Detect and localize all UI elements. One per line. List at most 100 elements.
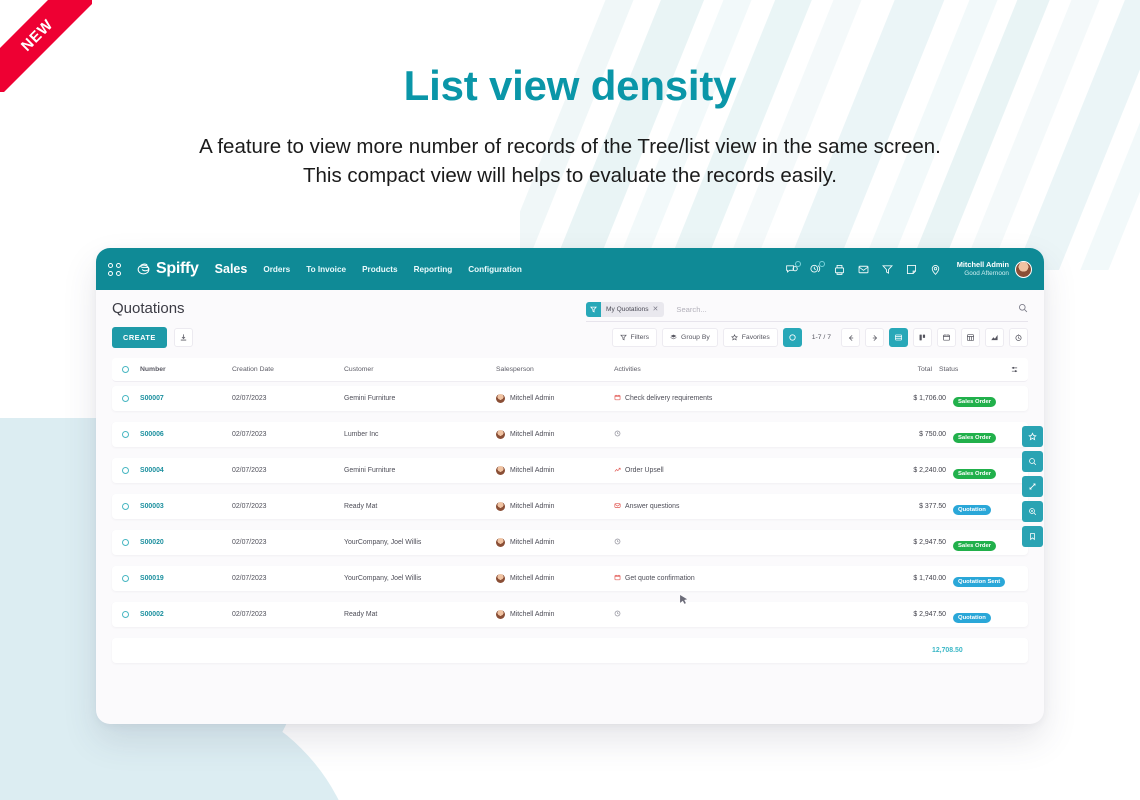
cell-salesperson: Mitchell Admin (496, 466, 614, 475)
salesperson-name: Mitchell Admin (510, 431, 555, 438)
filter-funnel-icon[interactable] (881, 263, 894, 276)
footer-total-value: 12,708.50 (932, 647, 963, 654)
row-checkbox[interactable] (122, 467, 129, 474)
cell-activities[interactable]: Get quote confirmation (614, 574, 860, 583)
brand-logo[interactable]: Spiffy (135, 260, 199, 278)
row-checkbox[interactable] (122, 431, 129, 438)
table-row[interactable]: S00002 02/07/2023 Ready Mat Mitchell Admin $… (112, 602, 1028, 627)
column-header-creation-date[interactable]: Creation Date (232, 366, 274, 373)
nav-item-orders[interactable]: Orders (263, 264, 291, 274)
user-menu[interactable]: Mitchell Admin Good Afternoon (956, 260, 1032, 278)
cell-activities[interactable]: Check delivery requirements (614, 394, 860, 403)
cell-activities[interactable] (614, 538, 860, 547)
row-checkbox[interactable] (122, 539, 129, 546)
cell-activities[interactable] (614, 610, 860, 619)
cell-salesperson: Mitchell Admin (496, 502, 614, 511)
nav-item-configuration[interactable]: Configuration (468, 264, 522, 274)
brand-name: Spiffy (156, 260, 199, 277)
list-view-icon[interactable] (889, 328, 908, 347)
status-badge: Quotation (953, 612, 991, 623)
zoom-rail-icon[interactable] (1022, 501, 1043, 522)
cell-number[interactable]: S00003 (140, 503, 164, 510)
apps-grid-icon[interactable] (108, 262, 121, 276)
cell-total: $ 750.00 (919, 431, 946, 438)
table-row[interactable]: S00020 02/07/2023 YourCompany, Joel Willis… (112, 530, 1028, 555)
nav-item-to-invoice[interactable]: To Invoice (306, 264, 347, 274)
search-bar[interactable]: My Quotations ✕ (586, 300, 1028, 322)
table-row[interactable]: S00006 02/07/2023 Lumber Inc Mitchell Admin… (112, 422, 1028, 447)
kanban-view-icon[interactable] (913, 328, 932, 347)
search-facet-my-quotations[interactable]: My Quotations ✕ (586, 301, 665, 317)
arrow-left-icon[interactable] (841, 328, 860, 347)
search-input[interactable] (664, 304, 1018, 314)
salesperson-name: Mitchell Admin (510, 395, 555, 402)
salesperson-name: Mitchell Admin (510, 539, 555, 546)
favorites-button[interactable]: Favorites (722, 328, 778, 347)
bookmark-rail-icon[interactable] (1022, 526, 1043, 547)
row-checkbox[interactable] (122, 503, 129, 510)
export-download-icon[interactable] (173, 328, 193, 347)
table-row[interactable]: S00019 02/07/2023 YourCompany, Joel Willis… (112, 566, 1028, 591)
column-header-status[interactable]: Status (939, 366, 959, 373)
print-icon[interactable] (833, 263, 846, 276)
close-x-icon[interactable]: ✕ (652, 306, 659, 313)
email-icon[interactable] (857, 263, 870, 276)
activities-icon[interactable] (809, 260, 825, 276)
cell-activities[interactable]: Answer questions (614, 502, 860, 511)
nav-app-name[interactable]: Sales (214, 262, 248, 276)
nav-item-reporting[interactable]: Reporting (413, 264, 453, 274)
pivot-view-icon[interactable] (961, 328, 980, 347)
clock-icon (614, 430, 621, 439)
cell-number[interactable]: S00020 (140, 539, 164, 546)
messages-icon[interactable] (785, 260, 801, 276)
headline-subtitle: A feature to view more number of records… (120, 132, 1020, 190)
create-button[interactable]: CREATE (112, 327, 167, 348)
select-all-checkbox[interactable] (122, 366, 129, 373)
table-row[interactable]: S00004 02/07/2023 Gemini Furniture Mitchell… (112, 458, 1028, 483)
user-name: Mitchell Admin (956, 260, 1009, 270)
nav-item-products[interactable]: Products (362, 264, 398, 274)
cell-creation-date: 02/07/2023 (232, 503, 267, 510)
density-toggle-icon[interactable] (782, 328, 802, 347)
favorites-label: Favorites (741, 334, 770, 341)
calendar-view-icon[interactable] (937, 328, 956, 347)
avatar (496, 574, 505, 583)
activity-view-icon[interactable] (1009, 328, 1028, 347)
row-checkbox[interactable] (122, 395, 129, 402)
avatar (496, 502, 505, 511)
salesperson-name: Mitchell Admin (510, 503, 555, 510)
filters-button[interactable]: Filters (611, 328, 658, 347)
floating-action-rail (1022, 426, 1043, 547)
mouse-cursor-icon (680, 593, 688, 604)
activity-label: Answer questions (625, 503, 680, 510)
note-icon[interactable] (905, 263, 918, 276)
expand-rail-icon[interactable] (1022, 476, 1043, 497)
cell-number[interactable]: S00019 (140, 575, 164, 582)
cell-customer: Gemini Furniture (344, 467, 396, 474)
cell-number[interactable]: S00004 (140, 467, 164, 474)
table-row[interactable]: S00003 02/07/2023 Ready Mat Mitchell Admin A… (112, 494, 1028, 519)
column-header-customer[interactable]: Customer (344, 366, 374, 373)
column-options-icon[interactable] (1004, 366, 1018, 373)
row-checkbox[interactable] (122, 575, 129, 582)
clock-icon (614, 610, 621, 619)
column-header-salesperson[interactable]: Salesperson (496, 366, 534, 373)
table-row[interactable]: S00007 02/07/2023 Gemini Furniture Mitchell… (112, 386, 1028, 411)
search-rail-icon[interactable] (1022, 451, 1043, 472)
cell-number[interactable]: S00002 (140, 611, 164, 618)
groupby-button[interactable]: Group By (662, 328, 718, 347)
row-checkbox[interactable] (122, 611, 129, 618)
graph-view-icon[interactable] (985, 328, 1004, 347)
location-pin-icon[interactable] (929, 263, 942, 276)
column-header-number[interactable]: Number (140, 366, 166, 373)
favorite-star-icon[interactable] (1022, 426, 1043, 447)
search-icon[interactable] (1018, 300, 1028, 318)
arrow-right-icon[interactable] (865, 328, 884, 347)
cell-activities[interactable] (614, 430, 860, 439)
cell-activities[interactable]: Order Upsell (614, 466, 860, 475)
column-header-activities[interactable]: Activities (614, 366, 641, 373)
cell-number[interactable]: S00006 (140, 431, 164, 438)
cell-number[interactable]: S00007 (140, 395, 164, 402)
column-header-total[interactable]: Total (917, 366, 932, 373)
nav-menu: Orders To Invoice Products Reporting Con… (263, 265, 522, 274)
